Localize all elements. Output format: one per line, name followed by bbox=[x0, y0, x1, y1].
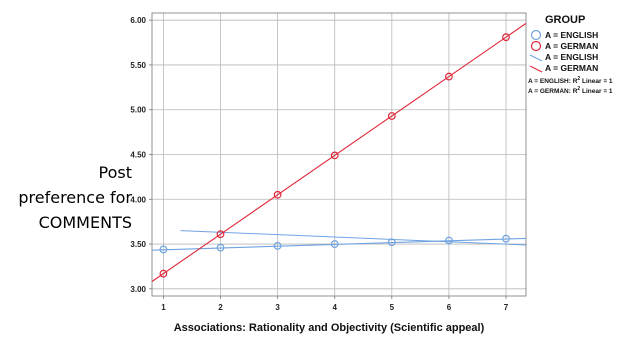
y-axis-label-line-3: COMMENTS bbox=[39, 213, 132, 232]
legend-line-german bbox=[529, 65, 543, 73]
y-axis-ticks: 3.00 3.50 4.00 4.50 5.00 5.50 6.00 bbox=[130, 16, 152, 294]
legend: GROUP A = ENGLISH A = GERMAN A = ENGLISH… bbox=[528, 14, 613, 95]
x-tick-label: 2 bbox=[218, 303, 223, 312]
legend-line-english bbox=[529, 54, 543, 62]
y-tick-label: 3.50 bbox=[130, 240, 146, 249]
x-axis-label: Associations: Rationality and Objectivit… bbox=[174, 322, 485, 334]
legend-marker-german bbox=[530, 40, 542, 52]
data-points bbox=[159, 33, 510, 278]
y-axis-label-line-2: preference for bbox=[18, 188, 132, 207]
data-point-a-english bbox=[159, 245, 168, 254]
data-point-a-german bbox=[330, 151, 339, 160]
y-tick-label: 4.50 bbox=[130, 151, 146, 160]
data-point-a-german bbox=[387, 112, 396, 120]
data-point-a-german bbox=[445, 72, 453, 81]
data-point-a-german bbox=[216, 230, 225, 239]
fit-lines bbox=[151, 22, 527, 282]
x-tick-label: 3 bbox=[275, 303, 280, 312]
y-tick-label: 4.00 bbox=[130, 195, 146, 204]
data-point-a-german bbox=[502, 33, 510, 42]
legend-label-english-line: A = ENGLISH bbox=[545, 52, 598, 62]
legend-title: GROUP bbox=[545, 14, 585, 26]
data-point-a-english bbox=[330, 240, 339, 248]
data-point-a-german bbox=[159, 269, 168, 278]
x-tick-label: 1 bbox=[161, 303, 166, 312]
fit-line-a-english bbox=[151, 237, 527, 251]
legend-r2-english: A = ENGLISH: R2 Linear = 1 bbox=[528, 76, 613, 85]
data-point-a-english bbox=[387, 238, 396, 247]
y-tick-label: 5.50 bbox=[130, 61, 146, 70]
x-tick-label: 4 bbox=[332, 303, 337, 312]
legend-label-english-marker: A = ENGLISH bbox=[545, 30, 598, 40]
data-point-a-german bbox=[273, 190, 282, 199]
data-point-a-english bbox=[216, 243, 225, 252]
data-point-a-english bbox=[445, 236, 453, 245]
y-tick-label: 6.00 bbox=[130, 16, 146, 25]
y-tick-label: 5.00 bbox=[130, 106, 146, 115]
y-axis-label-line-1: Post bbox=[99, 163, 132, 182]
x-tick-label: 6 bbox=[447, 303, 452, 312]
data-point-a-english bbox=[502, 234, 510, 243]
y-tick-label: 3.00 bbox=[130, 285, 146, 294]
x-tick-label: 5 bbox=[390, 303, 395, 312]
reference-line bbox=[180, 230, 527, 246]
legend-r2-german: A = GERMAN: R2 Linear = 1 bbox=[528, 86, 613, 95]
data-point-a-english bbox=[273, 241, 282, 250]
grid bbox=[152, 13, 526, 296]
legend-marker-english bbox=[530, 29, 542, 41]
legend-label-german-marker: A = GERMAN bbox=[545, 41, 598, 51]
fit-line-a-german bbox=[151, 22, 527, 282]
x-axis-ticks: 1 2 3 4 5 6 7 bbox=[161, 296, 509, 312]
legend-label-german-line: A = GERMAN bbox=[545, 63, 598, 73]
x-tick-label: 7 bbox=[504, 303, 509, 312]
